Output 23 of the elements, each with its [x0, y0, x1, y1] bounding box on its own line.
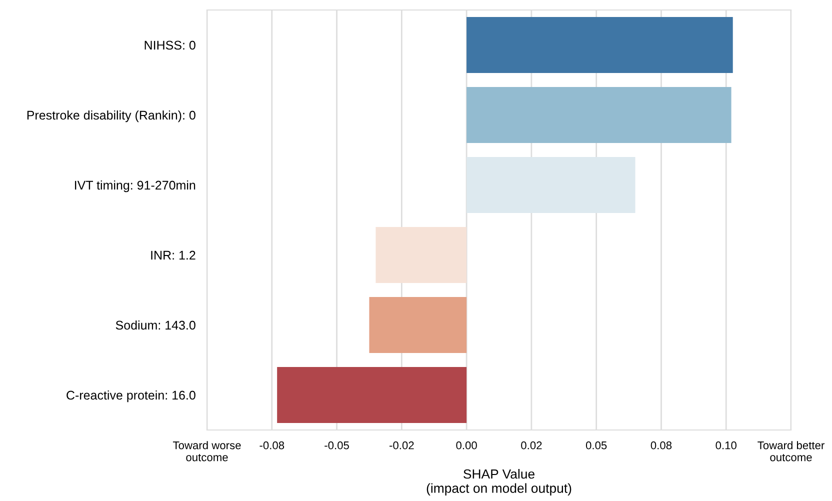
x-tick-label: 0.00	[456, 441, 477, 450]
x-tick-label: -0.02	[390, 441, 414, 450]
bar	[466, 87, 732, 143]
y-tick-label: NIHSS: 0	[144, 40, 196, 50]
x-tick-label: Toward worse outcome	[172, 441, 241, 462]
bar	[369, 297, 467, 353]
x-tick-label: -0.05	[324, 441, 349, 450]
x-axis-title: SHAP Value (impact on model output)	[426, 468, 572, 496]
y-tick-label: C-reactive protein: 16.0	[66, 390, 196, 402]
x-tick-label: -0.08	[260, 441, 284, 450]
y-tick-label: Sodium: 143.0	[116, 320, 196, 330]
bar	[466, 157, 636, 213]
x-tick-label: 0.05	[586, 441, 607, 450]
x-tick-label: Toward better outcome	[758, 441, 824, 462]
x-tick-label: 0.10	[716, 441, 736, 450]
bar	[376, 227, 467, 283]
y-tick-label: INR: 1.2	[151, 250, 196, 260]
x-tick-label: 0.08	[650, 441, 672, 450]
y-tick-label: IVT timing: 91-270min	[75, 180, 196, 192]
y-tick-label: Prestroke disability (Rankin): 0	[27, 110, 196, 122]
x-tick-label: 0.02	[521, 441, 542, 450]
bar	[277, 367, 467, 423]
bar	[466, 17, 733, 73]
